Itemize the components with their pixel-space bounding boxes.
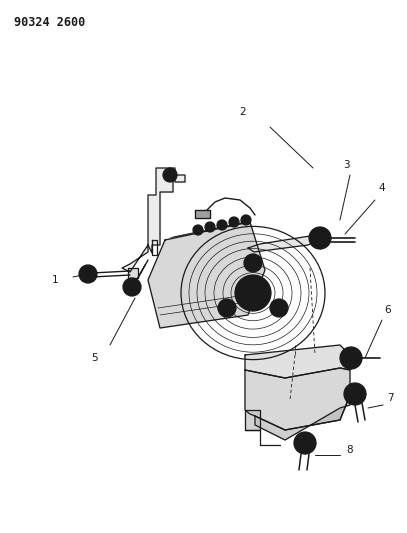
Circle shape [300,438,310,448]
Circle shape [270,299,288,317]
Polygon shape [245,368,350,430]
Text: 6: 6 [385,305,391,315]
Circle shape [243,283,263,303]
Text: 8: 8 [347,445,353,455]
Text: 1: 1 [52,275,58,285]
Circle shape [241,215,251,225]
Circle shape [346,353,356,363]
Circle shape [218,299,236,317]
Circle shape [275,304,283,312]
Text: 90324 2600: 90324 2600 [14,16,85,29]
Circle shape [123,278,141,296]
Circle shape [249,259,257,267]
Circle shape [344,383,366,405]
Circle shape [163,168,177,182]
Polygon shape [195,210,210,218]
Circle shape [315,233,325,243]
Circle shape [235,275,271,311]
Text: 2: 2 [240,107,246,117]
Text: 3: 3 [343,160,349,170]
Circle shape [248,288,258,298]
Circle shape [244,254,262,272]
Circle shape [309,227,331,249]
Polygon shape [148,222,265,328]
Text: 4: 4 [379,183,385,193]
Polygon shape [128,268,138,278]
Circle shape [350,389,360,399]
Circle shape [340,347,362,369]
Circle shape [229,217,239,227]
Circle shape [193,225,203,235]
Polygon shape [122,245,148,272]
Circle shape [217,220,227,230]
Text: 7: 7 [387,393,393,403]
Circle shape [166,172,173,179]
Circle shape [223,304,231,312]
Polygon shape [245,410,260,430]
Circle shape [205,222,215,232]
Circle shape [294,432,316,454]
Polygon shape [255,395,350,440]
Polygon shape [148,168,185,253]
Polygon shape [248,236,320,252]
Polygon shape [245,345,350,378]
Text: 5: 5 [92,353,98,363]
Circle shape [79,265,97,283]
